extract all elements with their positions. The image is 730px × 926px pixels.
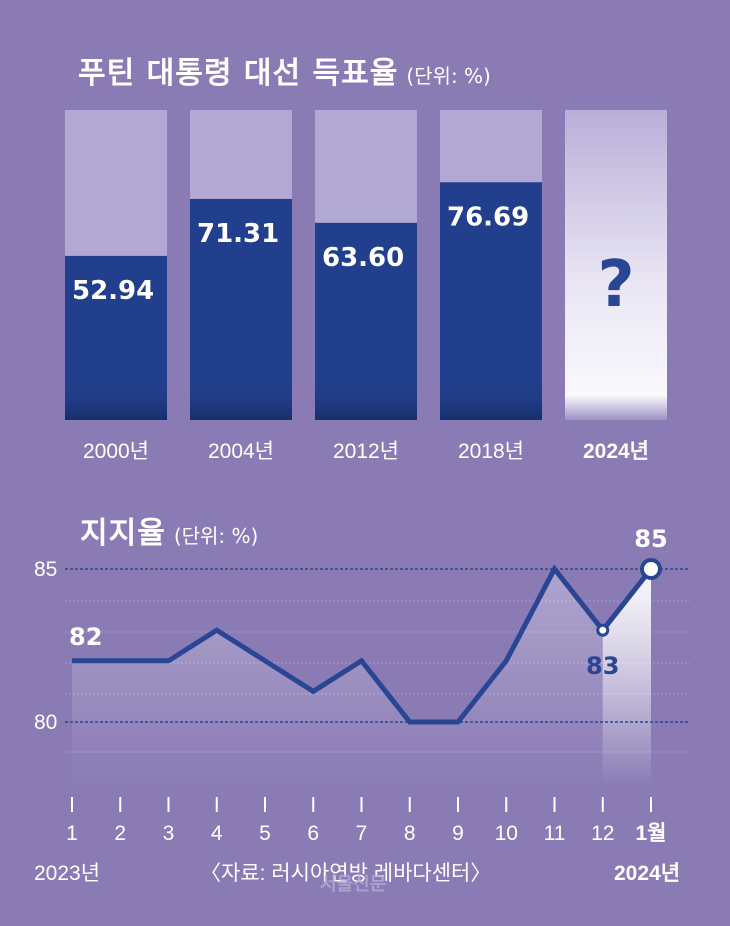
line-chart-title-text: 지지율 [80,516,166,551]
x-tick-label: 2 [114,822,126,845]
source-note: 〈자료: 러시아연방 레바다센터〉 [200,862,492,885]
x-tick-label: 11 [544,822,566,845]
y-tick-label: 85 [34,558,57,581]
bar-value-label: 63.60 [322,243,404,273]
y-tick-label: 80 [34,711,57,734]
x-tick-label: 1월 [636,822,667,845]
year-start-label: 2023년 [34,862,101,885]
bar-shadow [65,380,167,420]
x-tick-label: 7 [356,822,368,845]
watermark-logo: 서울신문 [320,874,387,895]
point-label: 82 [69,623,102,651]
bar-category-label: 2012년 [333,440,399,463]
bar-value-label: 76.69 [447,202,529,232]
x-tick-label: 3 [163,822,175,845]
point-label: 83 [586,652,619,680]
x-tick-label: 12 [591,822,614,845]
line-chart-title: 지지율 (단위: %) [80,508,258,552]
bar-category-label: 2000년 [83,440,149,463]
line-area [72,569,651,785]
bar-category-label: 2024년 [583,440,649,463]
bar-value-label: 71.31 [197,219,279,249]
highlight-area [602,569,651,785]
line-series [72,564,653,725]
x-tick-label: 8 [404,822,416,845]
bar-value-label: 52.94 [72,276,154,306]
x-tick-label: 9 [452,822,464,845]
bar-chart-unit: (단위: %) [406,64,491,88]
year-end-label: 2024년 [614,862,681,885]
bar-chart: 52.94 2000년 71.31 2004년 63.60 2012년 76.69 2018년… [65,110,667,463]
line-chart-unit: (단위: %) [173,524,259,548]
bar-category-label: 2018년 [458,440,524,463]
bar-value-label: ? [597,248,634,322]
bar-shadow [315,380,417,420]
point-label: 85 [634,525,667,553]
bar-shadow [440,380,542,420]
x-tick-label: 4 [211,822,223,845]
bar-category-label: 2004년 [208,440,274,463]
x-tick-label: 6 [307,822,319,845]
bar-shadow [190,380,292,420]
bar-chart-title: 푸틴 대통령 대선 득표율 (단위: %) [78,48,491,92]
x-tick-label: 5 [259,822,271,845]
bar-track-2024 [565,110,667,420]
bar-chart-title-text: 푸틴 대통령 대선 득표율 [78,56,399,91]
point-marker [640,558,662,580]
x-tick-label: 10 [495,822,518,845]
x-tick-label: 1 [66,822,78,845]
point-marker [596,623,610,637]
